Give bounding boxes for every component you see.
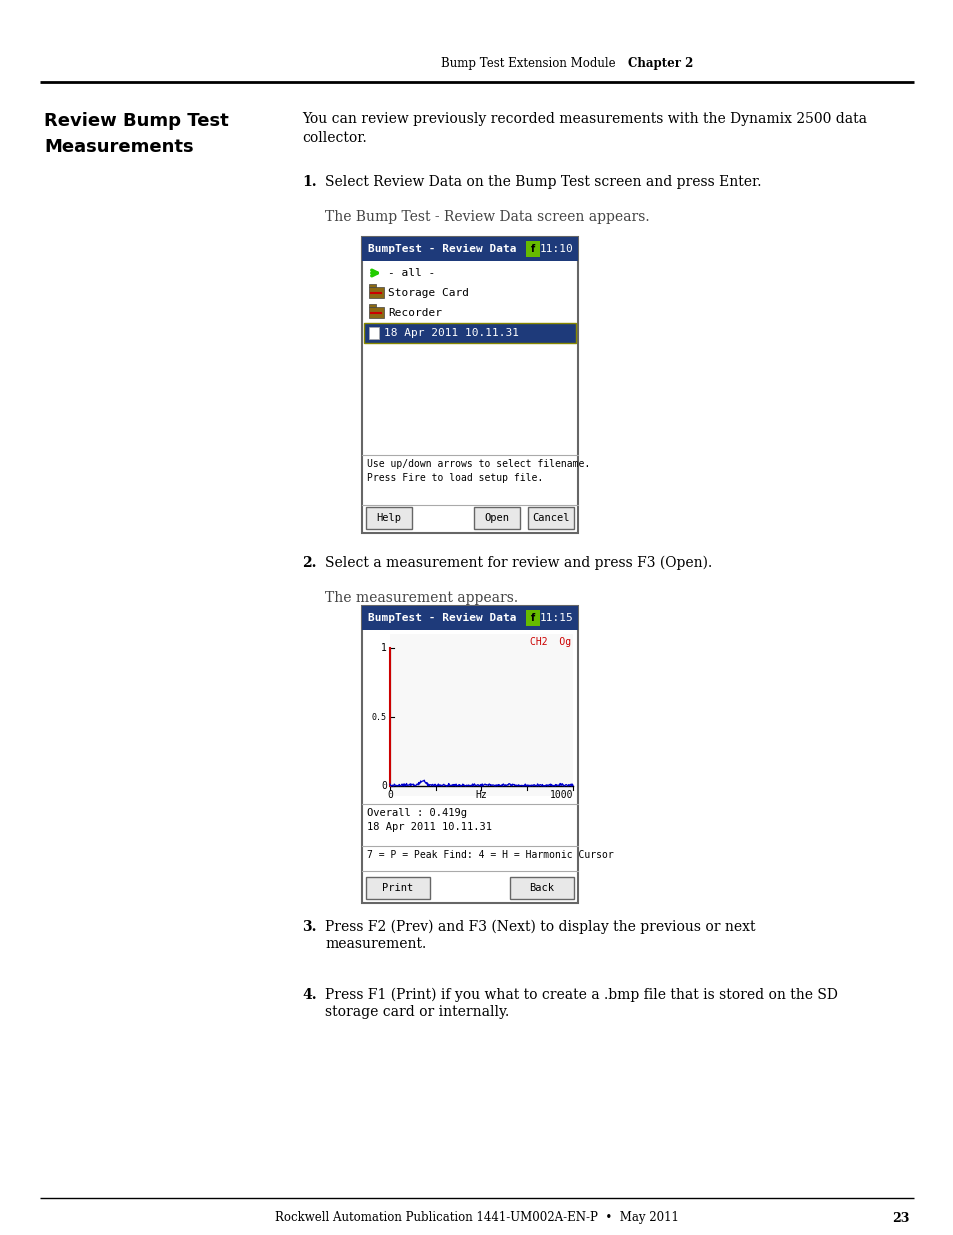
Text: BumpTest - Review Data: BumpTest - Review Data xyxy=(368,245,516,254)
Text: 11:15: 11:15 xyxy=(538,613,573,622)
Text: The Bump Test - Review Data screen appears.: The Bump Test - Review Data screen appea… xyxy=(325,210,649,224)
Text: Cancel: Cancel xyxy=(532,513,569,522)
Text: Rockwell Automation Publication 1441-UM002A-EN-P  •  May 2011: Rockwell Automation Publication 1441-UM0… xyxy=(274,1212,679,1224)
Text: f: f xyxy=(530,613,535,622)
Text: 18 Apr 2011 10.11.31: 18 Apr 2011 10.11.31 xyxy=(384,329,518,338)
Bar xyxy=(527,508,574,529)
Text: 23: 23 xyxy=(892,1212,909,1224)
Text: 11:10: 11:10 xyxy=(538,245,573,254)
Bar xyxy=(369,308,384,317)
Text: Print: Print xyxy=(382,883,414,893)
Text: Help: Help xyxy=(376,513,401,522)
Bar xyxy=(525,610,539,626)
Bar xyxy=(366,877,430,899)
Text: 0: 0 xyxy=(387,790,393,800)
Text: 1.: 1. xyxy=(302,175,316,189)
Text: Hz: Hz xyxy=(476,790,487,800)
Bar xyxy=(361,237,578,261)
Text: Open: Open xyxy=(484,513,509,522)
Text: Press F2 (Prev) and F3 (Next) to display the previous or next
measurement.: Press F2 (Prev) and F3 (Next) to display… xyxy=(325,920,755,951)
Bar xyxy=(369,284,375,287)
Text: 2.: 2. xyxy=(302,556,316,571)
Bar xyxy=(369,287,384,298)
Text: Bump Test Extension Module: Bump Test Extension Module xyxy=(441,57,616,69)
Bar xyxy=(369,327,378,338)
Text: Overall : 0.419g
18 Apr 2011 10.11.31: Overall : 0.419g 18 Apr 2011 10.11.31 xyxy=(367,808,492,832)
Text: You can review previously recorded measurements with the Dynamix 2500 data
colle: You can review previously recorded measu… xyxy=(302,112,866,146)
Text: 0: 0 xyxy=(381,781,387,790)
Bar xyxy=(361,606,578,903)
Bar xyxy=(525,241,539,257)
Bar xyxy=(369,304,375,308)
Text: Chapter 2: Chapter 2 xyxy=(627,57,693,69)
Text: Review Bump Test: Review Bump Test xyxy=(44,112,229,130)
Text: Select a measurement for review and press F3 (Open).: Select a measurement for review and pres… xyxy=(325,556,712,571)
Text: Storage Card: Storage Card xyxy=(388,288,469,298)
Bar xyxy=(364,324,576,343)
Text: 0.5: 0.5 xyxy=(372,713,387,721)
Text: BumpTest - Review Data: BumpTest - Review Data xyxy=(368,613,516,622)
Text: 7 = P = Peak Find: 4 = H = Harmonic Cursor: 7 = P = Peak Find: 4 = H = Harmonic Curs… xyxy=(367,850,613,860)
Bar xyxy=(361,237,578,534)
Text: Back: Back xyxy=(529,883,554,893)
Text: Use up/down arrows to select filename.
Press Fire to load setup file.: Use up/down arrows to select filename. P… xyxy=(367,459,590,483)
Bar xyxy=(361,606,578,630)
Text: Recorder: Recorder xyxy=(388,308,441,317)
Text: Select Review Data on the Bump Test screen and press Enter.: Select Review Data on the Bump Test scre… xyxy=(325,175,760,189)
Text: The measurement appears.: The measurement appears. xyxy=(325,592,517,605)
Text: 1000: 1000 xyxy=(549,790,573,800)
Bar xyxy=(510,877,574,899)
Text: Measurements: Measurements xyxy=(44,138,193,156)
Bar xyxy=(474,508,519,529)
Text: - all -: - all - xyxy=(388,268,435,278)
Text: f: f xyxy=(530,245,535,254)
Text: 3.: 3. xyxy=(302,920,316,934)
Text: CH2  Og: CH2 Og xyxy=(529,637,571,647)
Text: Press F1 (Print) if you what to create a .bmp file that is stored on the SD
stor: Press F1 (Print) if you what to create a… xyxy=(325,988,837,1019)
Text: 1: 1 xyxy=(381,643,387,653)
Bar xyxy=(366,508,412,529)
Bar xyxy=(390,634,573,797)
Text: 4.: 4. xyxy=(302,988,316,1002)
